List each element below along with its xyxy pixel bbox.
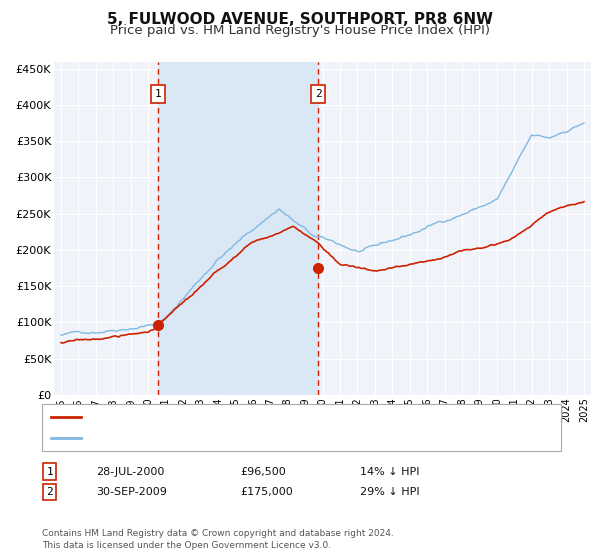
Text: 5, FULWOOD AVENUE, SOUTHPORT, PR8 6NW: 5, FULWOOD AVENUE, SOUTHPORT, PR8 6NW xyxy=(107,12,493,27)
Text: Contains HM Land Registry data © Crown copyright and database right 2024.: Contains HM Land Registry data © Crown c… xyxy=(42,530,394,539)
Text: 1: 1 xyxy=(155,89,161,99)
Text: £96,500: £96,500 xyxy=(240,466,286,477)
Text: 28-JUL-2000: 28-JUL-2000 xyxy=(96,466,164,477)
Text: HPI: Average price, detached house, Sefton: HPI: Average price, detached house, Seft… xyxy=(87,433,314,443)
Text: 29% ↓ HPI: 29% ↓ HPI xyxy=(360,487,419,497)
Text: 5, FULWOOD AVENUE, SOUTHPORT, PR8 6NW (detached house): 5, FULWOOD AVENUE, SOUTHPORT, PR8 6NW (d… xyxy=(87,412,418,422)
Bar xyxy=(158,62,318,395)
Text: 14% ↓ HPI: 14% ↓ HPI xyxy=(360,466,419,477)
Text: Price paid vs. HM Land Registry's House Price Index (HPI): Price paid vs. HM Land Registry's House … xyxy=(110,24,490,37)
Text: This data is licensed under the Open Government Licence v3.0.: This data is licensed under the Open Gov… xyxy=(42,541,331,550)
Text: 1: 1 xyxy=(46,466,53,477)
Text: £175,000: £175,000 xyxy=(240,487,293,497)
Text: 30-SEP-2009: 30-SEP-2009 xyxy=(96,487,167,497)
Text: 2: 2 xyxy=(46,487,53,497)
Text: 2: 2 xyxy=(315,89,322,99)
